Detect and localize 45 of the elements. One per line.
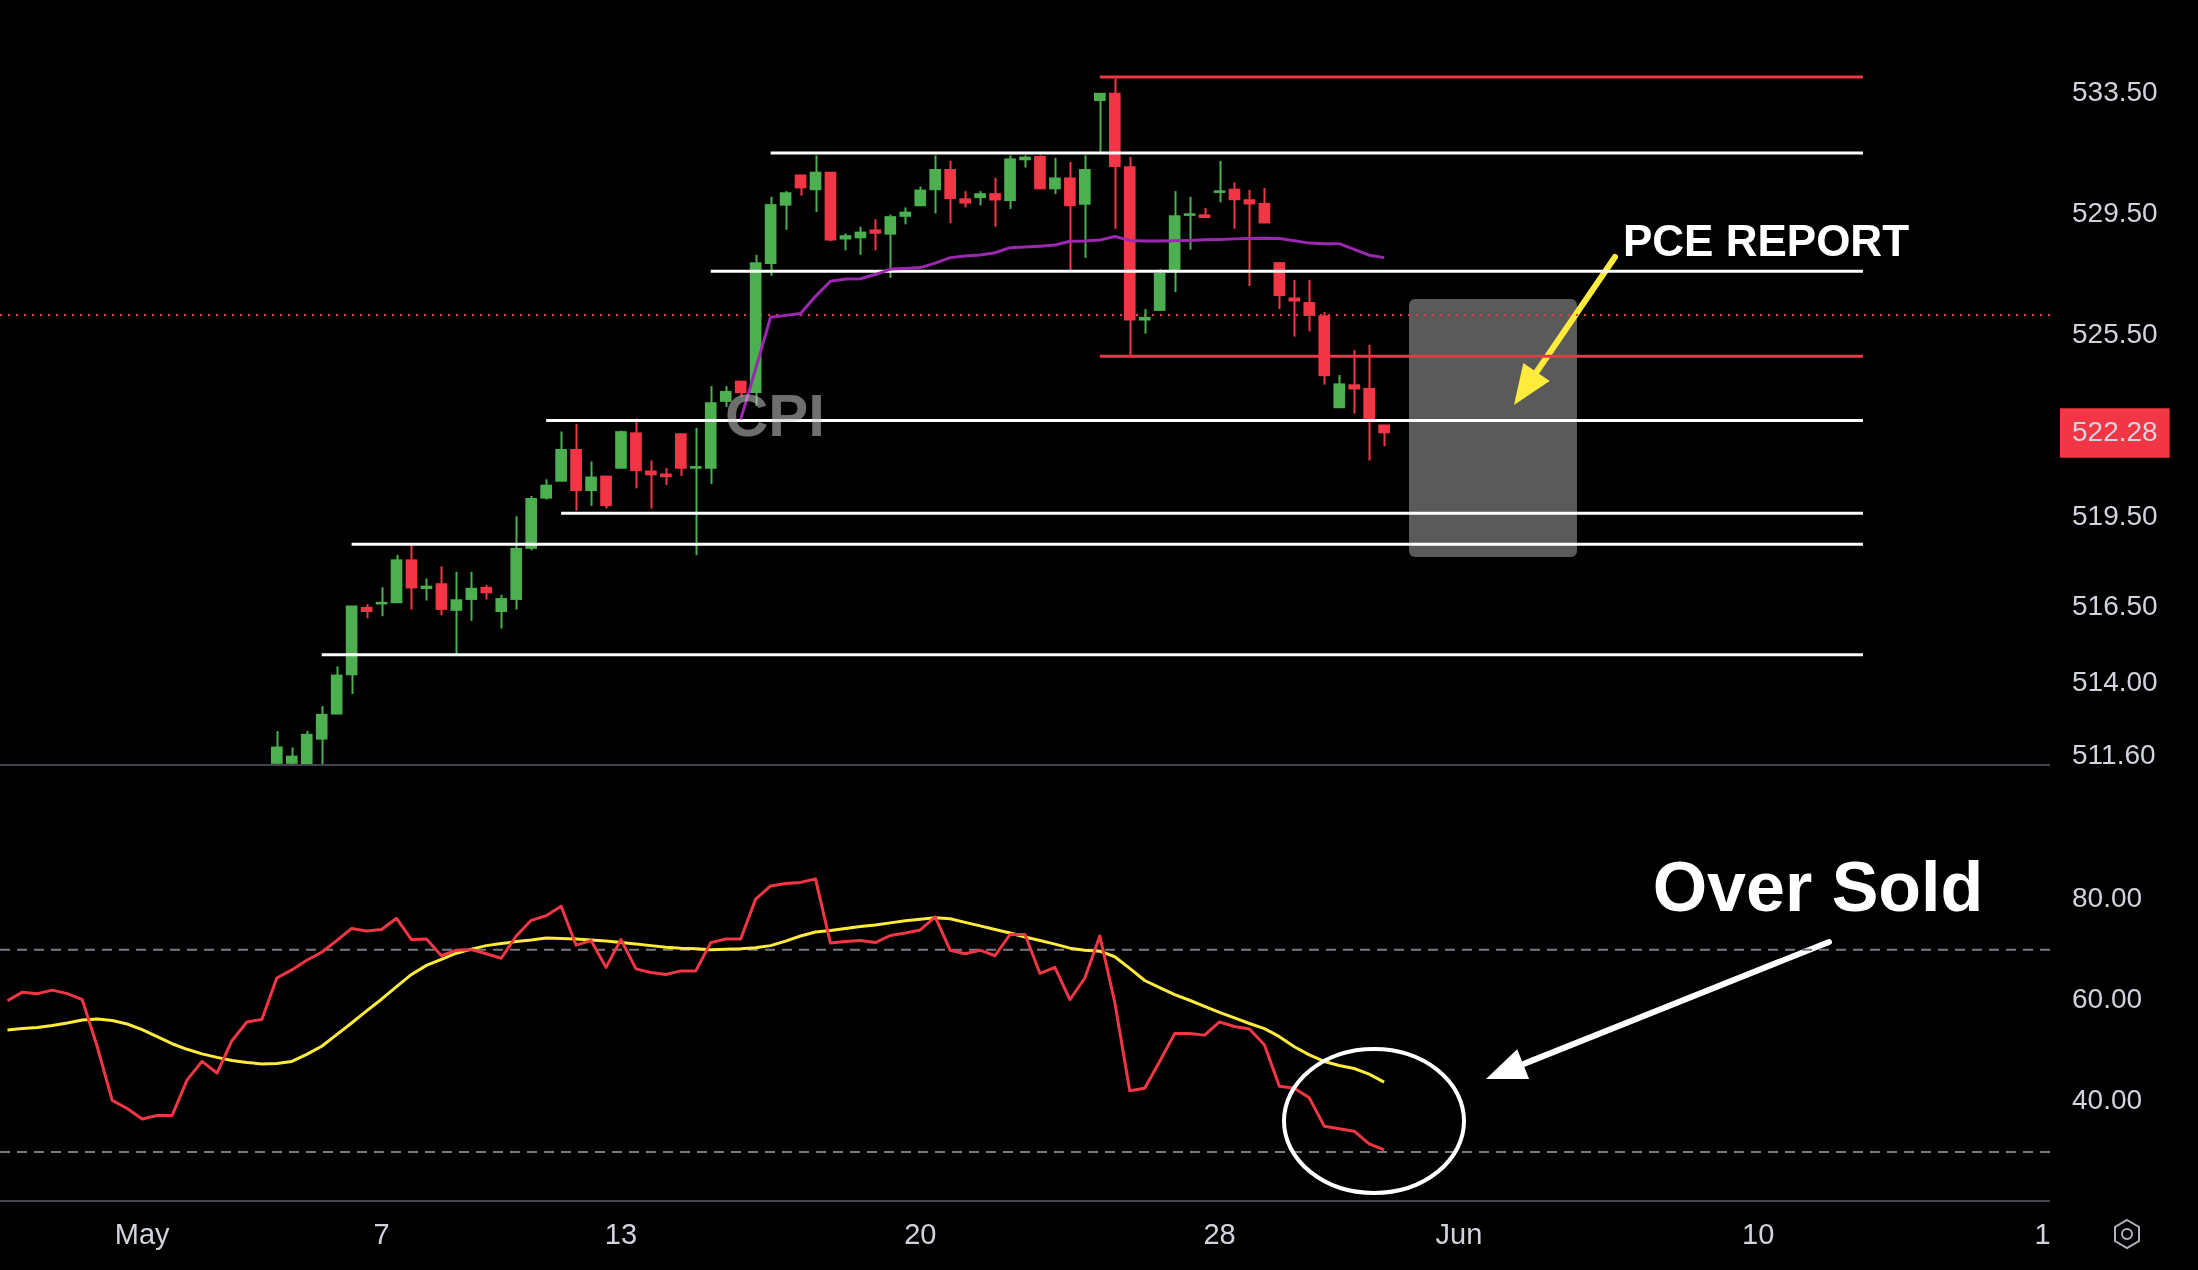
candlestick bbox=[495, 593, 508, 630]
candlestick bbox=[645, 459, 657, 510]
candlestick bbox=[929, 154, 942, 215]
x-tick-label: 1 bbox=[2034, 1218, 2051, 1251]
x-tick-label: 13 bbox=[604, 1218, 638, 1251]
candlestick bbox=[1243, 188, 1256, 288]
candlestick bbox=[689, 426, 702, 557]
y-tick-label: 60.00 bbox=[2072, 982, 2143, 1014]
y-tick-label: 514.00 bbox=[2072, 666, 2158, 698]
y-tick-label: 519.50 bbox=[2072, 499, 2158, 531]
y-tick-label: 533.50 bbox=[2072, 76, 2158, 108]
candlestick bbox=[1138, 308, 1151, 335]
x-tick-label: 7 bbox=[373, 1218, 390, 1251]
candlestick bbox=[271, 730, 283, 766]
candlestick bbox=[914, 185, 927, 207]
candlestick bbox=[1093, 92, 1106, 155]
annotation: Over Sold bbox=[1652, 847, 1984, 927]
x-tick-label: Jun bbox=[1435, 1218, 1483, 1251]
x-tick-label: 10 bbox=[1742, 1218, 1775, 1251]
y-tick-label: 529.50 bbox=[2072, 197, 2158, 229]
candlestick bbox=[869, 218, 882, 252]
candlestick bbox=[779, 190, 792, 231]
candlestick bbox=[1183, 195, 1196, 251]
y-tick-label: 516.50 bbox=[2072, 590, 2158, 622]
candlestick bbox=[585, 460, 597, 507]
candlestick bbox=[1303, 279, 1316, 333]
candlestick bbox=[989, 176, 1001, 228]
annotation: PCE REPORT bbox=[1622, 216, 1910, 266]
y-tick-label: 80.00 bbox=[2072, 881, 2143, 913]
y-tick-label: 40.00 bbox=[2072, 1084, 2143, 1116]
candlestick bbox=[1228, 181, 1241, 230]
candlestick bbox=[1049, 156, 1061, 196]
candlestick bbox=[465, 570, 478, 622]
x-tick-label: 28 bbox=[1203, 1218, 1236, 1251]
x-tick-label: 20 bbox=[904, 1218, 937, 1251]
candlestick bbox=[884, 213, 897, 279]
y-tick-label: 525.50 bbox=[2072, 318, 2158, 350]
y-tick-label: 522.28 bbox=[2072, 415, 2158, 447]
candlestick bbox=[1258, 187, 1271, 225]
y-tick-label: 511.60 bbox=[2072, 738, 2156, 770]
candlestick bbox=[540, 478, 552, 501]
candlestick bbox=[1213, 159, 1226, 204]
candlestick bbox=[809, 154, 822, 213]
x-tick-label: May bbox=[114, 1218, 171, 1251]
candlestick bbox=[794, 173, 807, 197]
